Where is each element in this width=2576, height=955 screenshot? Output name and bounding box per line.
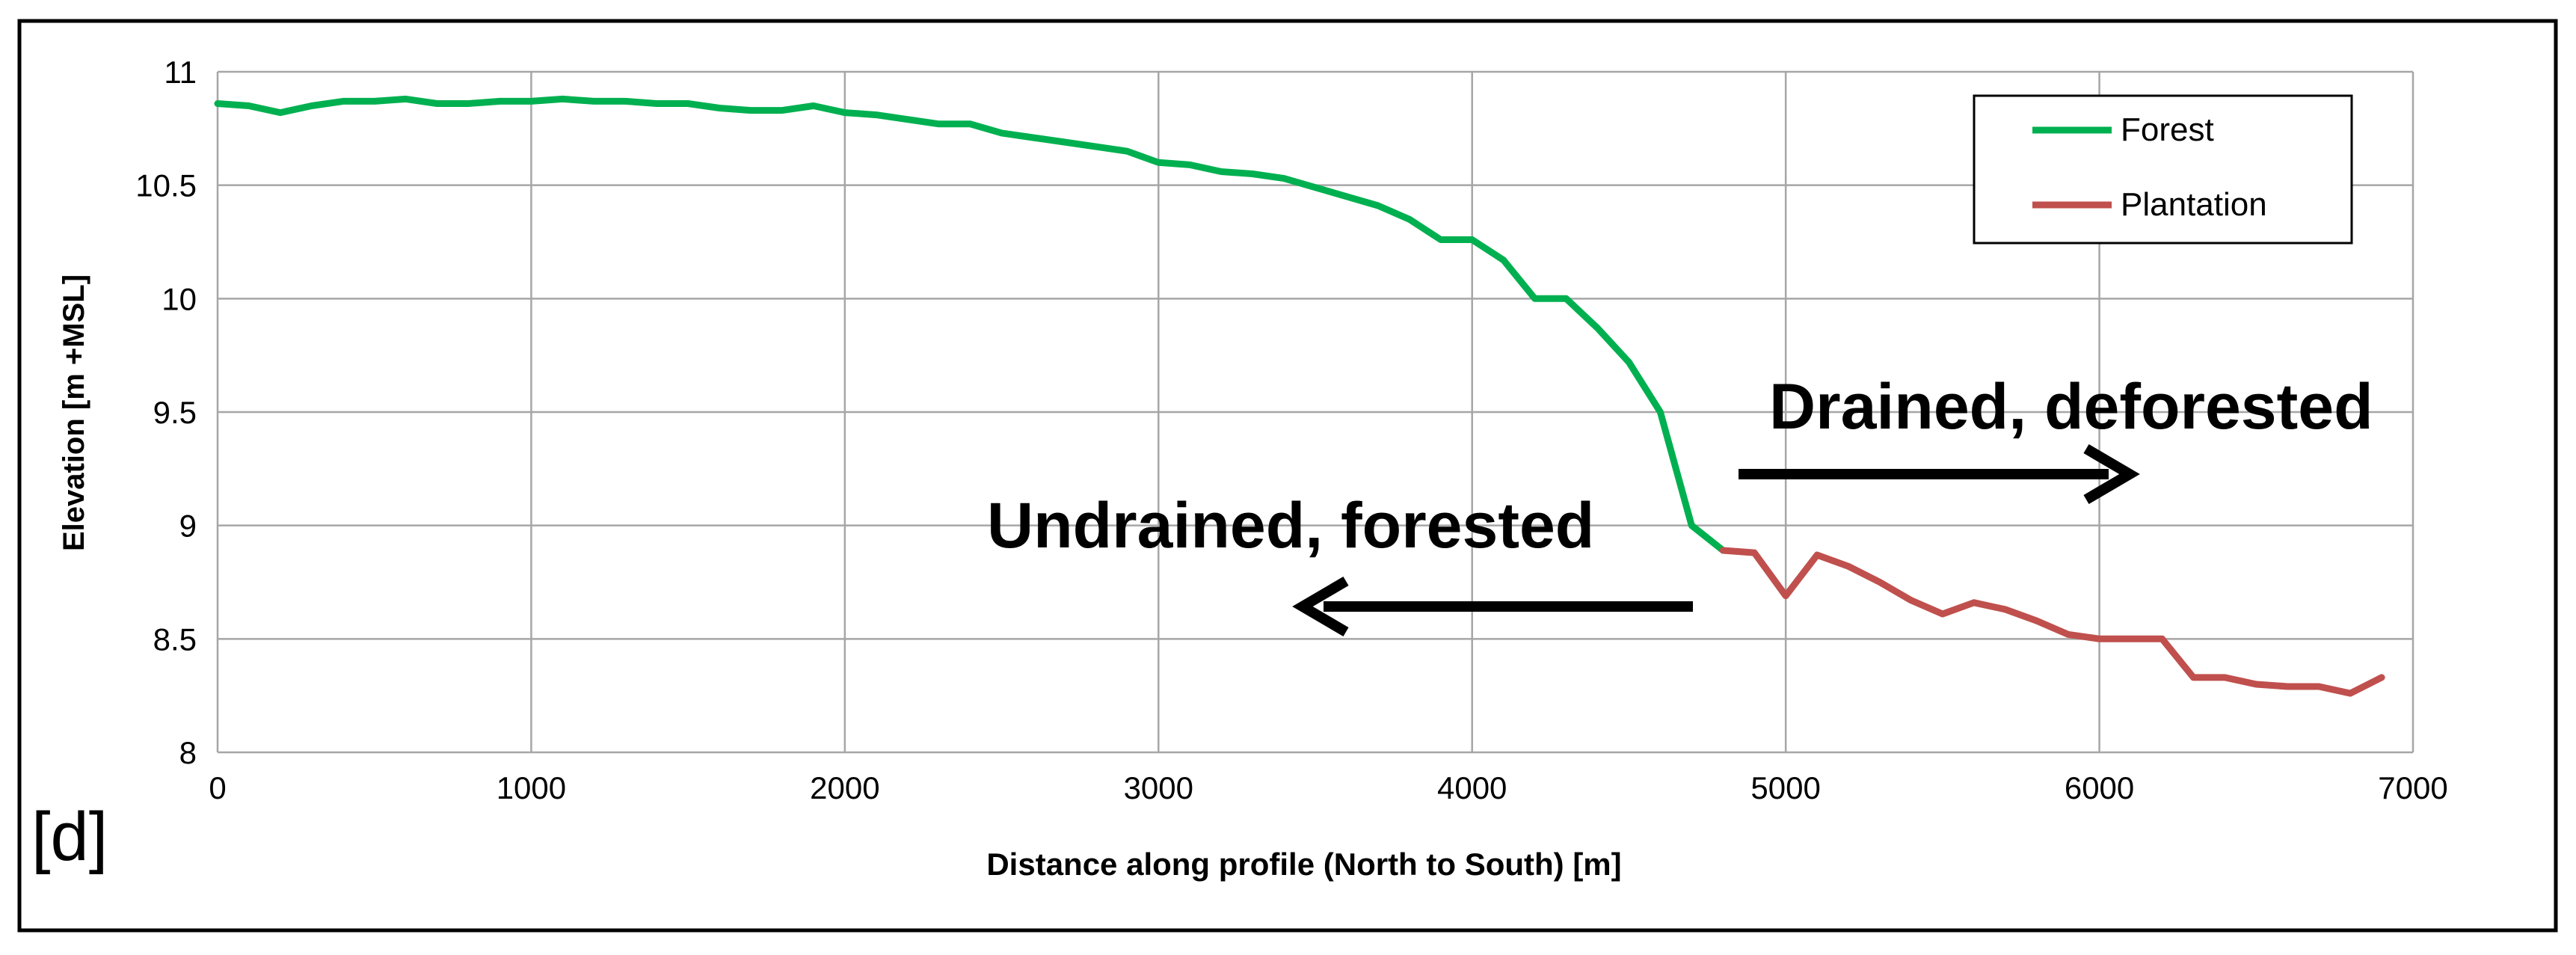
series bbox=[214, 95, 2385, 697]
legend: Forest Plantation bbox=[1973, 94, 2353, 245]
legend-label-plantation: Plantation bbox=[2121, 186, 2267, 223]
figure-border bbox=[17, 19, 2558, 933]
annotation-undrained: Undrained, forested bbox=[987, 490, 1594, 562]
legend-label-forest: Forest bbox=[2121, 111, 2214, 148]
x-tick-label: 7000 bbox=[2378, 770, 2447, 805]
annotation-drained: Drained, deforested bbox=[1769, 371, 2373, 443]
legend-box bbox=[1973, 94, 2353, 245]
y-tick-label: 8.5 bbox=[153, 621, 197, 657]
x-tick-label: 3000 bbox=[1124, 770, 1193, 805]
x-tick-label: 4000 bbox=[1437, 770, 1507, 805]
series-line-forest bbox=[214, 95, 1727, 554]
tick-labels: 0 1000 2000 3000 4000 5000 6000 7000 8 8.5 9 9.5 10 1… bbox=[135, 55, 2447, 805]
arrow-right bbox=[1739, 443, 2140, 505]
x-axis-label: Distance along profile (North to South) … bbox=[986, 847, 1621, 882]
y-tick-label: 8 bbox=[179, 735, 197, 770]
y-tick-label: 10.5 bbox=[135, 168, 197, 203]
y-tick-label: 10 bbox=[162, 281, 197, 316]
x-tick-label: 5000 bbox=[1750, 770, 1820, 805]
series-line-plantation bbox=[1719, 547, 2385, 697]
x-tick-label: 1000 bbox=[497, 770, 566, 805]
y-tick-label: 11 bbox=[164, 55, 197, 90]
y-tick-label: 9.5 bbox=[153, 395, 197, 430]
x-tick-label: 0 bbox=[209, 770, 226, 805]
arrow-left bbox=[1292, 576, 1693, 637]
x-tick-label: 6000 bbox=[2065, 770, 2134, 805]
x-tick-label: 2000 bbox=[810, 770, 879, 805]
y-tick-label: 9 bbox=[179, 509, 197, 544]
panel-label: [d] bbox=[31, 799, 108, 875]
y-axis-label: Elevation [m +MSL] bbox=[58, 274, 90, 551]
